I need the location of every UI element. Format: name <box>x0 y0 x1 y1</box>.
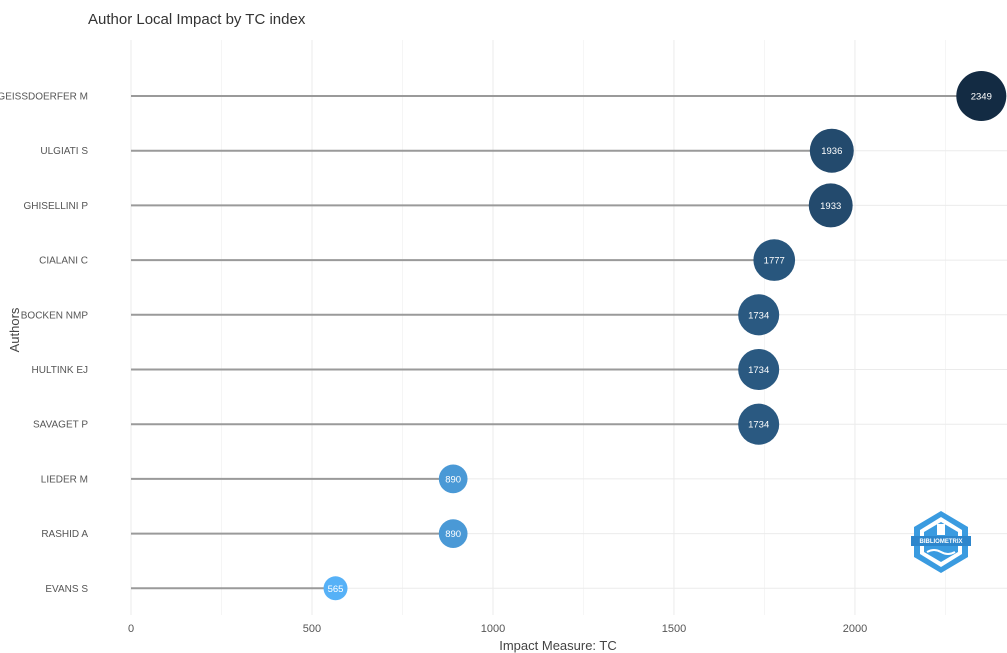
data-label: 1734 <box>748 420 769 431</box>
data-label: 1936 <box>821 146 842 157</box>
data-label: 565 <box>328 584 344 595</box>
data-label: 1734 <box>748 310 769 321</box>
x-axis-title: Impact Measure: TC <box>499 638 617 653</box>
x-tick-label: 500 <box>303 623 321 635</box>
lollipop-point <box>753 239 796 281</box>
stem-layer <box>131 95 982 590</box>
y-tick-label: BOCKEN NMP <box>21 310 89 321</box>
y-tick-label: GHISELLINI P <box>24 201 89 212</box>
x-tick-label: 2000 <box>843 623 867 635</box>
y-tick-label: CIALANI C <box>39 256 88 267</box>
y-tick-label: EVANS S <box>45 584 88 595</box>
lollipop-point <box>809 128 854 173</box>
data-label: 2349 <box>971 92 992 103</box>
chart-title: Author Local Impact by TC index <box>88 11 306 28</box>
lollipop-point <box>738 403 780 445</box>
label-layer: GEISSDOERFER M ULGIATI S GHISELLINI P CIALA… <box>0 92 867 636</box>
lollipop-point <box>438 464 468 494</box>
x-tick-label: 0 <box>128 623 134 635</box>
data-label: 890 <box>445 529 461 540</box>
data-label: 1734 <box>748 365 769 376</box>
logo-text: BIBLIOMETRIX <box>920 539 963 545</box>
logo-waves <box>926 549 956 555</box>
logo-tower <box>937 524 945 535</box>
lollipop-point <box>438 519 468 548</box>
y-axis-title: Authors <box>7 307 22 352</box>
bibliometrix-logo: BIBLIOMETRIX <box>911 511 971 573</box>
lollipop-point <box>956 71 1007 121</box>
data-label: 1933 <box>820 201 841 212</box>
logo-banner <box>911 536 971 546</box>
lollipop-point <box>738 348 780 391</box>
y-tick-label: HULTINK EJ <box>32 365 89 376</box>
y-tick-label: LIEDER M <box>41 474 88 485</box>
x-tick-label: 1500 <box>662 623 686 635</box>
x-tick-label: 1000 <box>481 623 505 635</box>
data-label: 1777 <box>764 256 785 267</box>
y-tick-label: SAVAGET P <box>33 420 88 431</box>
y-tick-label: GEISSDOERFER M <box>0 92 88 103</box>
grid-layer <box>130 40 1007 615</box>
lollipop-point <box>323 576 348 601</box>
y-tick-label: RASHID A <box>41 529 88 540</box>
point-layer: 2349 1936 1933 1777 1734 1734 1734 890 890 565 <box>323 71 1007 601</box>
data-label: 890 <box>445 474 461 485</box>
y-tick-label: ULGIATI S <box>40 146 88 157</box>
lollipop-point <box>808 183 853 228</box>
lollipop-point <box>738 294 780 336</box>
